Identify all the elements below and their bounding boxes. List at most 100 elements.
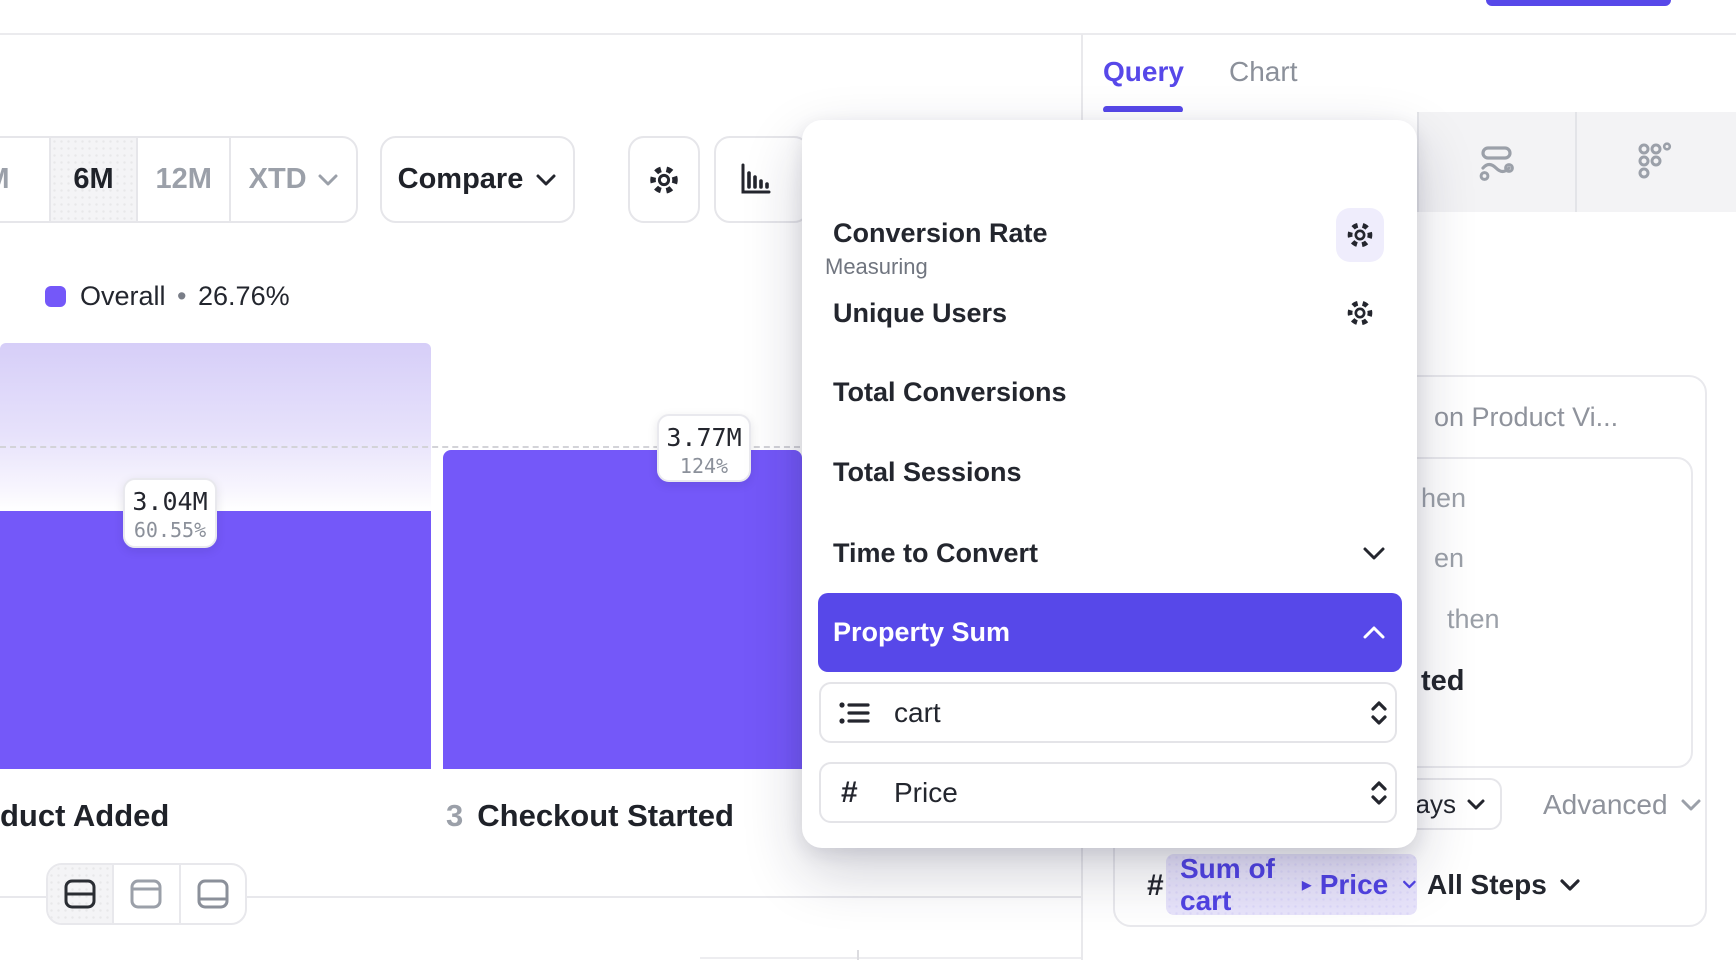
property-group-select[interactable]: cart (819, 682, 1397, 743)
measuring-title: Measuring (825, 254, 928, 279)
chevron-down-icon (1681, 799, 1701, 811)
menu-item-time-to-convert[interactable]: Time to Convert (818, 513, 1402, 593)
panel-top-icon (130, 879, 162, 909)
chevron-up-icon (1363, 626, 1385, 639)
step-2-name: Checkout Started (477, 798, 734, 833)
layout-panel-top-button[interactable] (112, 865, 178, 923)
all-steps-label: All Steps (1427, 869, 1547, 900)
legend-separator: • (177, 280, 187, 311)
advanced-button[interactable]: Advanced (1543, 789, 1702, 821)
time-range-xtd[interactable]: XTD (229, 138, 356, 221)
legend-value: 26.76% (198, 280, 290, 311)
layout-panel-bottom-button[interactable] (178, 865, 245, 923)
bar-1-value: 3.04M (132, 487, 208, 516)
menu-item-total-conversions[interactable]: Total Conversions (818, 352, 1402, 432)
step-connector-text: hen (1421, 483, 1467, 513)
chevron-down-icon (1467, 799, 1485, 809)
tab-chart[interactable]: Chart (1229, 56, 1298, 87)
step-2-label: 3 Checkout Started (446, 798, 734, 834)
property-group-value: cart (894, 696, 941, 728)
bar-1-conversion: 60.55% (133, 518, 207, 542)
time-range-12m-label: 12M (155, 163, 212, 195)
grid-dots-icon (1638, 142, 1671, 179)
gear-icon[interactable] (1342, 295, 1378, 331)
gear-icon[interactable] (1342, 217, 1378, 253)
chart-settings-button[interactable] (628, 136, 700, 223)
bar-1-value-tooltip: 3.04M 60.55% (123, 478, 217, 548)
compare-button[interactable]: Compare (380, 136, 575, 223)
property-value: Price (894, 776, 958, 808)
metric-chip[interactable]: Sum of cart ▸ Price (1166, 852, 1417, 916)
primary-action-button[interactable] (1486, 0, 1671, 6)
split-rows-icon (64, 879, 96, 909)
metric-chip-label: Sum of cart (1180, 852, 1275, 916)
legend: Overall • 26.76% (45, 281, 290, 311)
gear-highlight (1336, 208, 1384, 262)
chart-table-divider (0, 896, 1081, 898)
menu-item-label: Time to Convert (833, 537, 1039, 568)
menu-item-label: Unique Users (833, 297, 1008, 328)
bar-2-value-tooltip: 3.77M 124% (657, 414, 751, 482)
menu-item-conversion-rate[interactable]: Conversion Rate (818, 193, 1402, 273)
bar-2-value: 3.77M (666, 423, 742, 452)
flows-icon (1479, 146, 1514, 181)
step-connector-text: then (1447, 604, 1500, 634)
tab-query[interactable]: Query (1103, 56, 1184, 87)
select-updown-icon (1371, 780, 1387, 805)
all-steps-button[interactable]: All Steps (1427, 869, 1581, 901)
reference-dashed-line (0, 446, 800, 448)
time-range-cut[interactable]: M (0, 138, 49, 221)
layout-split-rows-button[interactable] (48, 865, 113, 923)
tab-query-underline (1103, 106, 1183, 113)
bar-2-conversion: 124% (679, 454, 729, 478)
chevron-down-icon (1560, 879, 1580, 891)
table-row-divider (700, 957, 1081, 959)
menu-item-label: Total Conversions (833, 376, 1067, 407)
step-1-label: duct Added (0, 798, 170, 833)
chevron-down-icon (1403, 880, 1416, 889)
time-range-6m[interactable]: 6M (48, 138, 137, 221)
property-select[interactable]: # Price (819, 762, 1397, 823)
funnel-bar-1-loss-area[interactable] (0, 343, 431, 511)
advanced-label: Advanced (1543, 789, 1668, 820)
metric-type-icon: # (1147, 869, 1164, 902)
step-2-number: 3 (446, 798, 464, 833)
menu-item-total-sessions[interactable]: Total Sessions (818, 432, 1402, 512)
time-range-control: M 6M 12M XTD (0, 136, 358, 223)
grid-view-button[interactable] (1575, 112, 1736, 212)
chevron-down-icon (318, 174, 338, 185)
time-range-6m-label: 6M (73, 163, 114, 195)
time-range-12m[interactable]: 12M (136, 138, 229, 221)
table-column-divider (857, 950, 859, 960)
funnel-bar-1[interactable] (0, 511, 431, 769)
menu-item-unique-users[interactable]: Unique Users (818, 273, 1402, 353)
panel-bottom-icon (197, 879, 229, 909)
hash-icon: # (841, 775, 858, 809)
legend-swatch (45, 285, 66, 307)
menu-item-label: Total Sessions (833, 456, 1022, 487)
chart-type-button[interactable] (714, 136, 810, 223)
metric-chip-property: Price (1319, 868, 1389, 900)
top-divider (0, 33, 1736, 35)
measuring-dropdown: Measuring Conversion Rate Unique Users T… (802, 120, 1417, 848)
menu-item-label: Conversion Rate (833, 217, 1048, 248)
funnel-bar-2[interactable] (443, 450, 802, 769)
conversion-window-label: lays (1409, 788, 1456, 819)
time-range-cut-label: M (0, 163, 10, 196)
table-layout-toggle (46, 863, 247, 925)
compare-label: Compare (397, 163, 524, 195)
chevron-down-icon (536, 174, 556, 185)
menu-item-label: Property Sum (833, 617, 1011, 647)
chevron-down-icon (1363, 547, 1385, 559)
step-event-text: ted (1421, 665, 1465, 697)
gear-icon (650, 165, 678, 194)
time-range-xtd-label: XTD (248, 163, 307, 195)
list-icon (839, 701, 870, 724)
flows-view-button[interactable] (1417, 112, 1575, 212)
select-updown-icon (1371, 700, 1387, 725)
step-connector-text: en (1434, 543, 1465, 573)
menu-item-property-sum[interactable]: Property Sum (818, 593, 1402, 672)
legend-series-label: Overall (80, 280, 166, 311)
bar-chart-icon (741, 163, 771, 193)
